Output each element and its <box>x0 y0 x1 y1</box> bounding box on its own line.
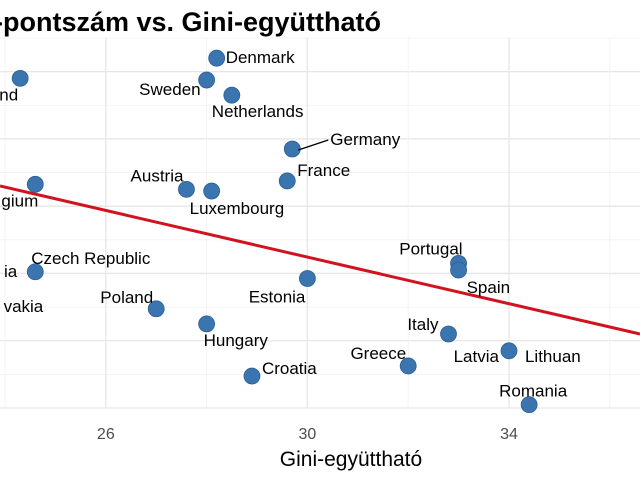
point-label: Hungary <box>204 331 269 350</box>
data-point <box>223 86 241 104</box>
point-label: Latvia <box>454 347 500 366</box>
point-label: Poland <box>100 288 153 307</box>
point-label: ia <box>4 262 18 281</box>
chart-title: -pontszám vs. Gini-együttható <box>0 7 381 37</box>
x-tick-label: 26 <box>97 426 115 443</box>
data-point <box>26 263 44 281</box>
x-tick-label: 30 <box>299 426 317 443</box>
point-label: Lithuan <box>525 347 581 366</box>
trendline-group <box>0 184 640 336</box>
data-point <box>11 69 29 87</box>
point-label: Netherlands <box>212 102 304 121</box>
point-label: Estonia <box>249 288 306 307</box>
x-tick-label: 34 <box>500 426 518 443</box>
data-point <box>500 342 518 360</box>
data-point <box>178 180 195 198</box>
data-point <box>243 367 261 385</box>
data-point <box>203 182 221 200</box>
point-label: Sweden <box>139 80 200 99</box>
point-label: gium <box>1 191 38 210</box>
data-point <box>399 357 417 375</box>
data-point <box>208 49 226 67</box>
data-point <box>283 140 301 158</box>
points-group <box>11 49 538 414</box>
point-label: Germany <box>330 130 400 149</box>
point-labels-group: Sweden Denmark Netherlands Germany France Aus… <box>0 48 581 400</box>
label-leader-line <box>298 139 329 151</box>
point-label: Portugal <box>399 239 462 258</box>
point-label: Czech Republic <box>31 249 151 268</box>
point-label: France <box>297 161 350 180</box>
grid <box>0 37 640 409</box>
data-point <box>198 71 216 89</box>
point-label: and <box>0 85 18 104</box>
point-label: Luxembourg <box>190 199 285 218</box>
data-point <box>278 172 296 190</box>
data-point <box>299 270 316 287</box>
point-label: Greece <box>350 344 406 363</box>
point-label: Romania <box>499 382 568 401</box>
data-point <box>198 315 216 333</box>
data-point <box>26 175 44 193</box>
point-label: Austria <box>131 166 184 185</box>
point-label: Denmark <box>226 48 295 67</box>
point-label: Spain <box>467 278 510 297</box>
point-label: vakia <box>4 297 44 316</box>
point-label: Italy <box>407 315 439 334</box>
data-point <box>440 325 457 343</box>
x-tick-labels: 26 30 34 <box>97 426 518 443</box>
point-label: Croatia <box>262 359 317 378</box>
data-point <box>147 300 165 318</box>
x-axis-title: Gini-együttható <box>280 448 422 471</box>
data-point <box>520 396 538 414</box>
trendline <box>0 184 640 336</box>
data-point <box>450 261 467 279</box>
